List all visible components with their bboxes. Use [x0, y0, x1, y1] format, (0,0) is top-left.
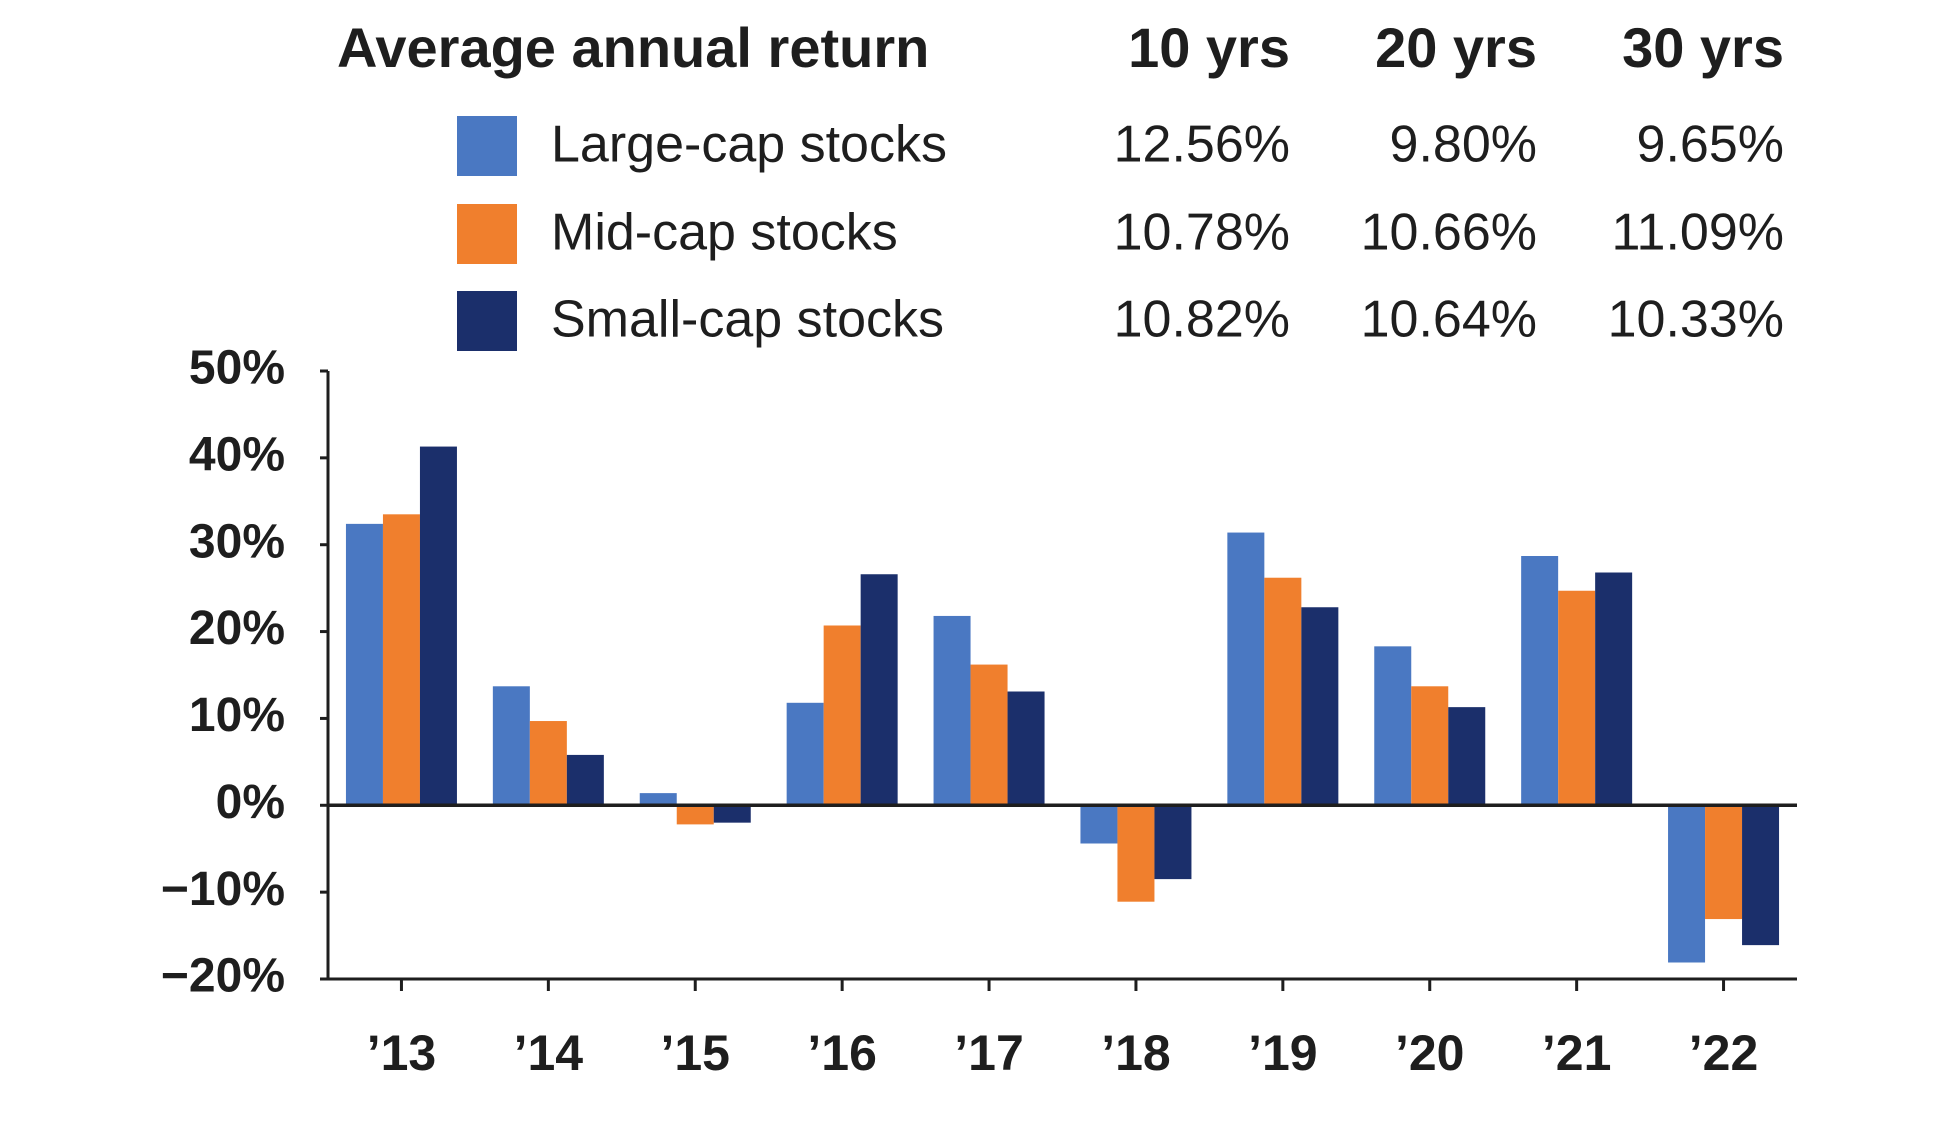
legend-label: Large-cap stocks: [551, 116, 947, 174]
table-title: Average annual return: [337, 16, 929, 79]
bar: [1227, 532, 1265, 806]
bar: [823, 625, 861, 806]
bar: [1595, 572, 1633, 806]
legend-label: Small-cap stocks: [551, 291, 944, 349]
bar: [1448, 707, 1486, 806]
bar: [529, 721, 567, 806]
x-tick-label: ’20: [1395, 1025, 1465, 1081]
x-tick-label: ’22: [1689, 1025, 1759, 1081]
bar: [639, 793, 677, 806]
legend-swatch: [457, 116, 517, 176]
column-header: 30 yrs: [1622, 16, 1784, 79]
y-tick-label: 30%: [189, 515, 285, 568]
bar: [713, 805, 751, 823]
average-return: 10.64%: [1361, 291, 1537, 349]
legend-swatch: [457, 291, 517, 351]
average-return: 10.78%: [1114, 204, 1290, 262]
column-header: 20 yrs: [1375, 16, 1537, 79]
bar: [1411, 686, 1449, 806]
x-tick-label: ’15: [660, 1025, 730, 1081]
y-tick-label: −10%: [161, 863, 285, 916]
average-return: 10.66%: [1361, 204, 1537, 262]
x-tick-label: ’19: [1248, 1025, 1318, 1081]
bar: [1301, 607, 1339, 806]
legend-swatch: [457, 204, 517, 264]
y-tick-label: 0%: [216, 776, 285, 829]
bar: [382, 514, 420, 806]
bar: [1742, 805, 1780, 946]
bar: [1154, 805, 1192, 880]
bar: [1521, 556, 1559, 806]
bar: [566, 754, 604, 806]
y-tick-label: 50%: [189, 342, 285, 395]
x-tick-label: ’14: [514, 1025, 584, 1081]
bar: [1374, 646, 1412, 806]
average-return: 11.09%: [1611, 204, 1784, 262]
y-tick-label: 10%: [189, 689, 285, 742]
bar: [933, 615, 971, 806]
average-return: 10.33%: [1608, 291, 1784, 349]
bar: [970, 664, 1008, 806]
bar: [1007, 691, 1045, 806]
bar: [1264, 577, 1302, 806]
bar: [492, 686, 530, 806]
bar: [676, 805, 714, 825]
average-return: 9.65%: [1637, 116, 1784, 174]
bar: [1705, 805, 1743, 920]
bar: [345, 523, 383, 806]
bar: [1117, 805, 1155, 902]
average-return: 10.82%: [1114, 291, 1290, 349]
y-tick-label: −20%: [161, 950, 285, 1003]
x-tick-label: ’18: [1101, 1025, 1171, 1081]
y-tick-label: 40%: [189, 429, 285, 482]
y-tick-label: 20%: [189, 602, 285, 655]
x-tick-label: ’17: [954, 1025, 1024, 1081]
bar: [419, 446, 457, 806]
bar: [1668, 805, 1706, 963]
legend-label: Mid-cap stocks: [551, 204, 898, 262]
average-return: 9.80%: [1390, 116, 1537, 174]
x-tick-label: ’13: [367, 1025, 437, 1081]
bar: [1558, 590, 1596, 806]
average-return: 12.56%: [1114, 116, 1290, 174]
bar: [1080, 805, 1118, 844]
x-tick-label: ’16: [807, 1025, 877, 1081]
column-header: 10 yrs: [1128, 16, 1290, 79]
x-tick-label: ’21: [1542, 1025, 1612, 1081]
bar: [786, 702, 824, 806]
bar: [860, 574, 898, 806]
